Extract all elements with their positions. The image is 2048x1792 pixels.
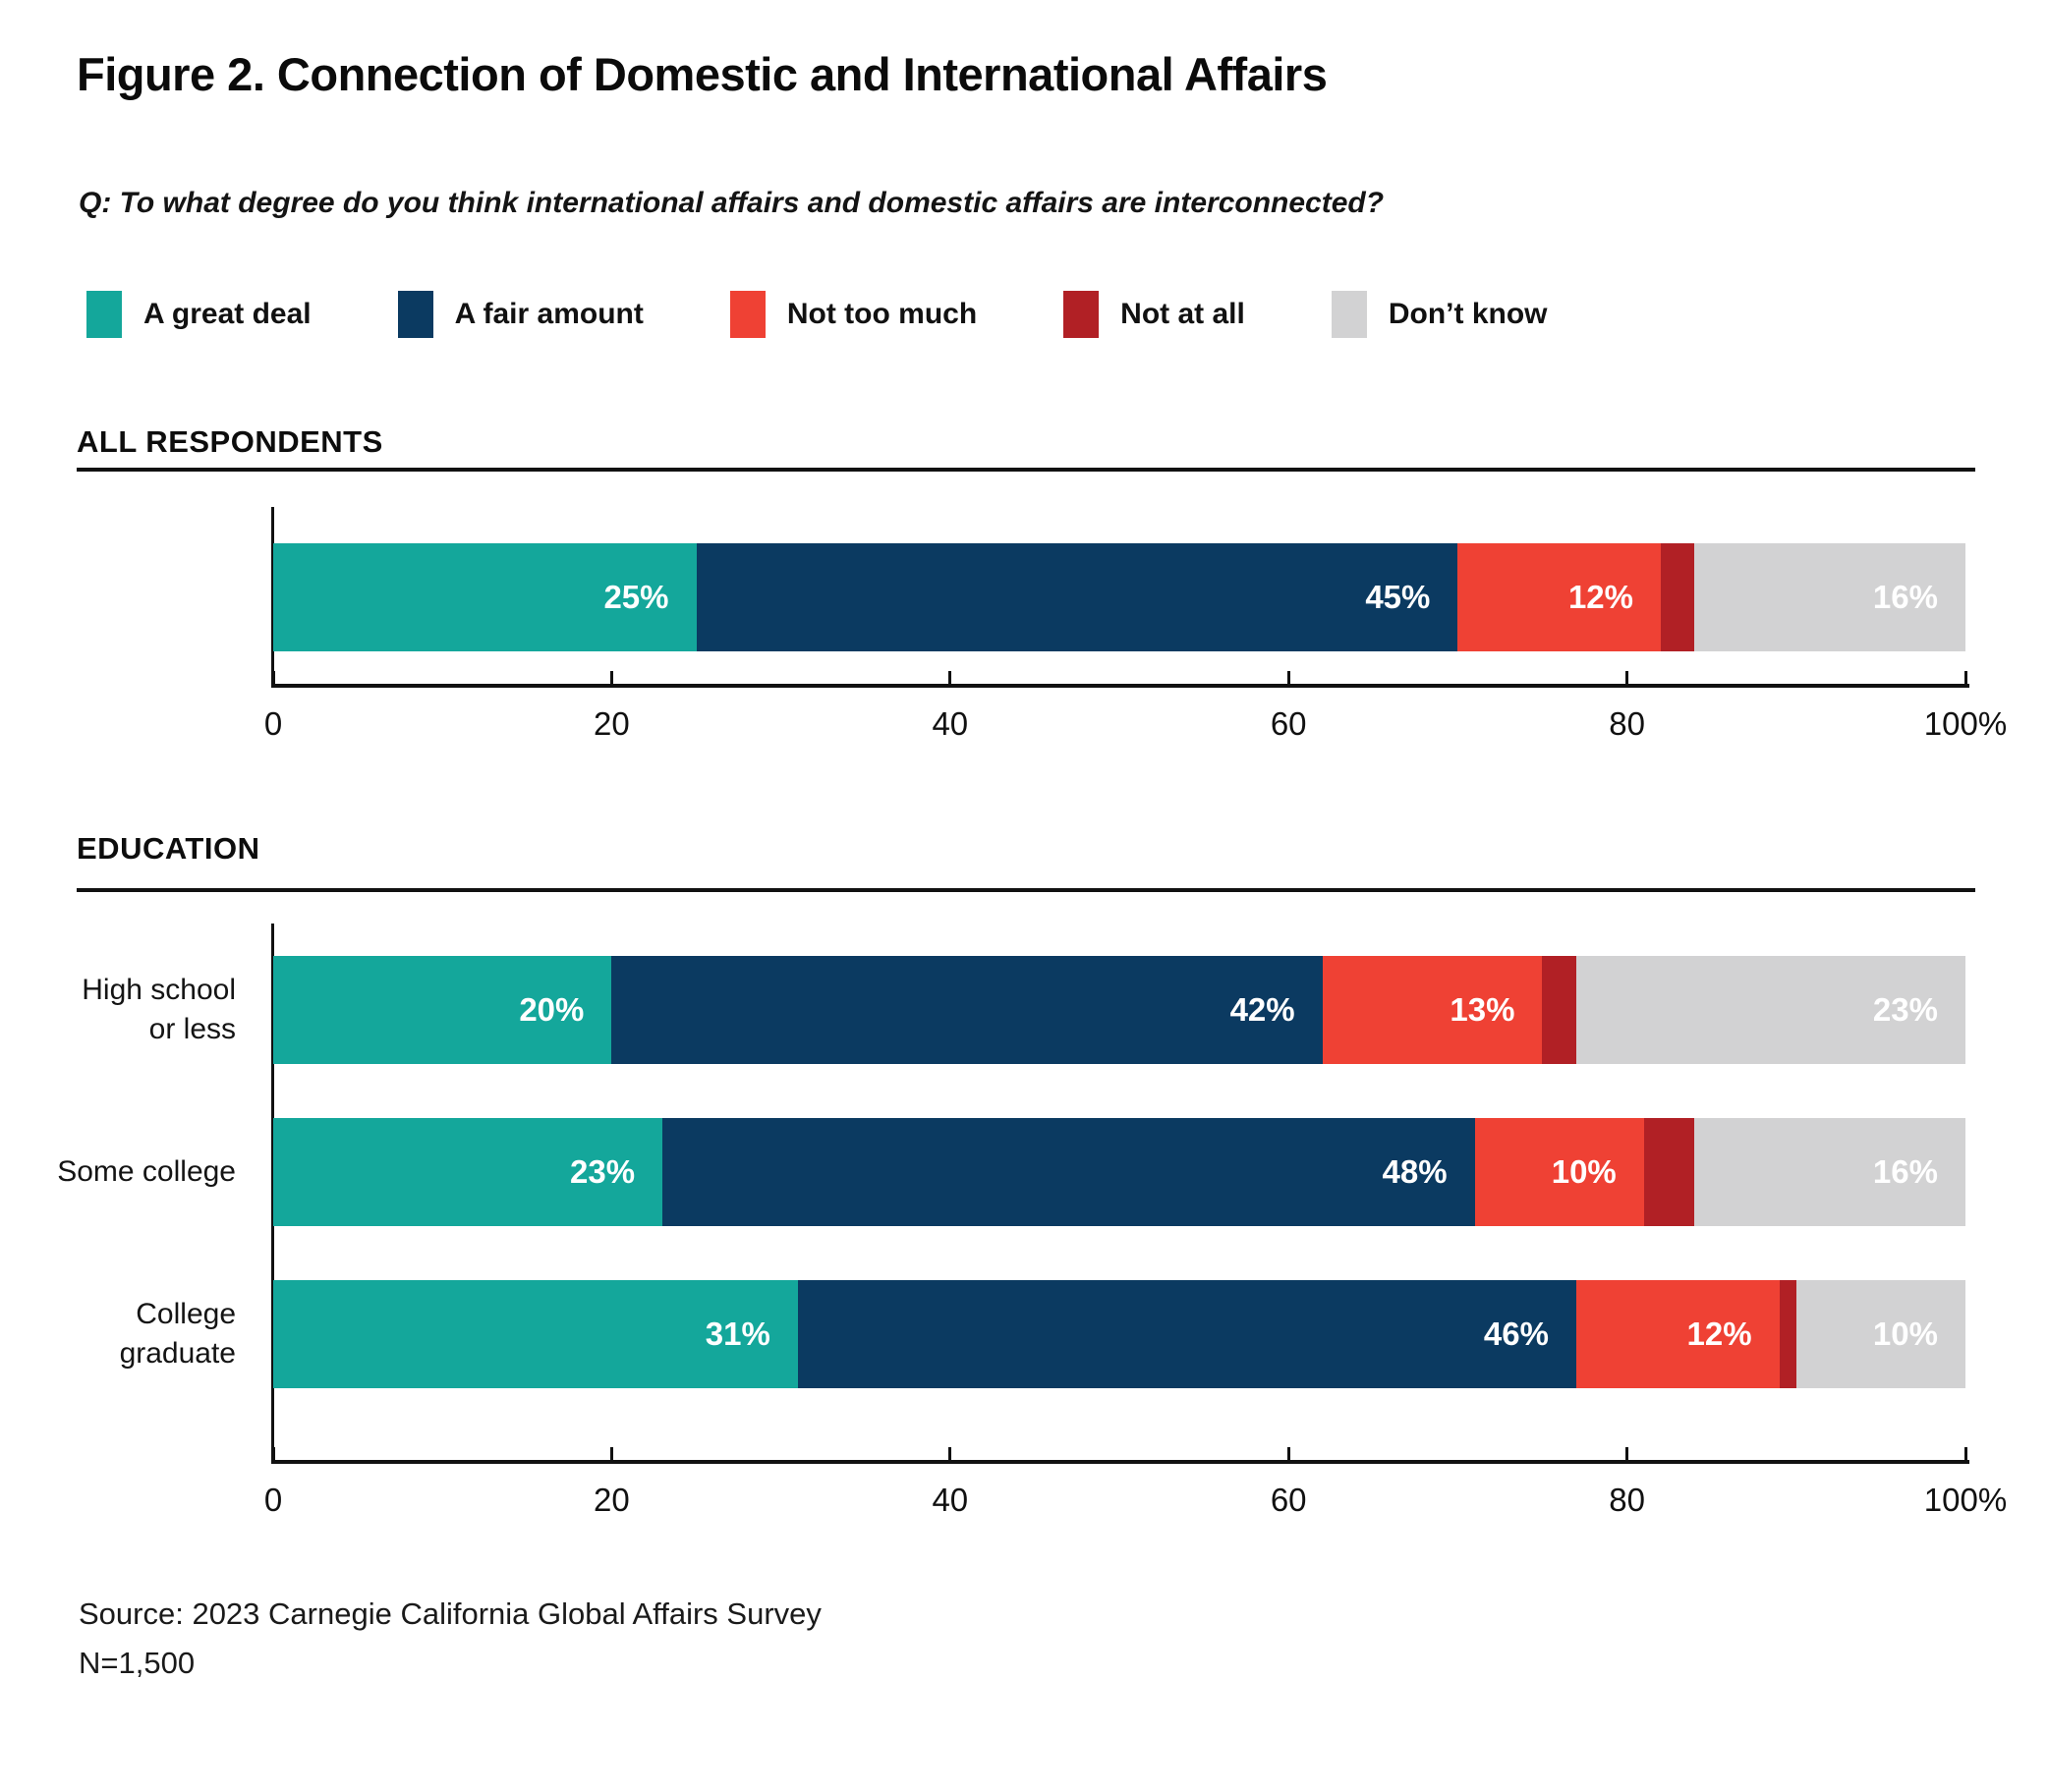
segment-label: 16% xyxy=(1872,579,1938,615)
segment-label: 12% xyxy=(1567,579,1634,615)
axis-tick xyxy=(271,1447,275,1460)
legend-swatch xyxy=(86,291,122,338)
bar-segment: 46% xyxy=(797,1280,1576,1388)
legend-swatch xyxy=(397,291,433,338)
segment-label: 20% xyxy=(519,991,585,1028)
segment-label: 23% xyxy=(569,1153,636,1190)
section-rule xyxy=(77,468,1975,472)
bar-segment: 42% xyxy=(611,956,1323,1064)
segment-label: 42% xyxy=(1229,991,1295,1028)
axis-tick-label: 0 xyxy=(263,705,283,742)
bar-row: 20% 42% 13% 23% xyxy=(273,956,1965,1064)
row-label: Some college xyxy=(57,1155,236,1189)
axis-tick xyxy=(1625,1447,1629,1460)
bar-segment: 23% xyxy=(1575,956,1965,1064)
y-axis-line xyxy=(271,924,274,1460)
segment-label: 10% xyxy=(1872,1316,1938,1352)
y-axis-line xyxy=(271,507,274,684)
bar-segment: 16% xyxy=(1694,1118,1965,1226)
axis-tick-label: 0 xyxy=(263,1482,283,1518)
axis-tick xyxy=(609,671,613,684)
segment-label: 25% xyxy=(603,579,669,615)
legend-item: A fair amount xyxy=(397,291,644,338)
section-header: EDUCATION xyxy=(77,831,260,866)
bar-segment xyxy=(1661,543,1695,651)
x-axis-line xyxy=(271,684,1969,688)
axis-tick xyxy=(1963,1447,1967,1460)
segment-label: 45% xyxy=(1365,579,1431,615)
axis-tick xyxy=(1286,1447,1290,1460)
axis-tick xyxy=(948,1447,952,1460)
row-label: High school or less xyxy=(82,974,236,1045)
figure-title: Figure 2. Connection of Domestic and Int… xyxy=(77,48,1328,100)
section-header: ALL RESPONDENTS xyxy=(77,424,383,459)
axis-tick-label: 40 xyxy=(932,1482,969,1518)
bar-segment: 10% xyxy=(1795,1280,1965,1388)
legend-swatch xyxy=(1331,291,1367,338)
legend-label: Not at all xyxy=(1120,298,1245,330)
bar-row: 25% 45% 12% 16% xyxy=(273,543,1965,651)
bar-segment xyxy=(1779,1280,1796,1388)
bar-segment: 12% xyxy=(1457,543,1662,651)
bar-segment: 13% xyxy=(1322,956,1543,1064)
bar-segment xyxy=(1542,956,1576,1064)
axis-tick-label: 60 xyxy=(1270,1482,1307,1518)
bar-segment: 45% xyxy=(696,543,1458,651)
bar-segment: 20% xyxy=(273,956,612,1064)
segment-label: 13% xyxy=(1450,991,1515,1028)
legend-label: A fair amount xyxy=(454,298,644,330)
axis-tick-label: 60 xyxy=(1270,705,1307,742)
axis-tick-label: 100% xyxy=(1923,705,2008,742)
axis-tick xyxy=(1963,671,1967,684)
axis-tick xyxy=(1286,671,1290,684)
sample-size: N=1,500 xyxy=(79,1646,196,1681)
segment-label: 12% xyxy=(1686,1316,1752,1352)
legend-label: Not too much xyxy=(786,298,978,330)
segment-label: 46% xyxy=(1483,1316,1549,1352)
bar-segment: 23% xyxy=(273,1118,663,1226)
axis-tick-label: 100% xyxy=(1923,1482,2008,1518)
segment-label: 48% xyxy=(1382,1153,1448,1190)
bar-segment: 16% xyxy=(1694,543,1965,651)
axis-tick xyxy=(948,671,952,684)
axis-tick-label: 80 xyxy=(1609,705,1645,742)
segment-label: 23% xyxy=(1872,991,1938,1028)
legend-item: Don’t know xyxy=(1331,291,1548,338)
legend-swatch xyxy=(729,291,766,338)
legend-label: Don’t know xyxy=(1388,298,1548,330)
axis-tick-label: 20 xyxy=(594,705,630,742)
legend-item: Not at all xyxy=(1063,291,1245,338)
segment-label: 16% xyxy=(1872,1153,1938,1190)
bar-segment: 12% xyxy=(1575,1280,1780,1388)
section-rule xyxy=(77,888,1975,892)
survey-question: Q: To what degree do you think internati… xyxy=(79,187,1385,219)
legend-item: Not too much xyxy=(729,291,978,338)
segment-label: 31% xyxy=(705,1316,770,1352)
row-label: College graduate xyxy=(119,1298,236,1370)
bar-segment xyxy=(1643,1118,1695,1226)
legend-item: A great deal xyxy=(86,291,312,338)
axis-tick xyxy=(1625,671,1629,684)
legend: A great deal A fair amount Not too much Not… xyxy=(86,291,1548,338)
legend-label: A great deal xyxy=(143,298,312,330)
source-note: Source: 2023 Carnegie California Global … xyxy=(79,1590,822,1688)
bar-row: 23% 48% 10% 16% xyxy=(273,1118,1965,1226)
legend-swatch xyxy=(1063,291,1100,338)
axis-tick xyxy=(609,1447,613,1460)
x-axis-line xyxy=(271,1460,1969,1464)
bar-segment: 25% xyxy=(273,543,697,651)
axis-tick xyxy=(271,671,275,684)
segment-label: 10% xyxy=(1551,1153,1617,1190)
bar-row: 31% 46% 12% 10% xyxy=(273,1280,1965,1388)
axis-tick-label: 40 xyxy=(932,705,969,742)
source-line: Source: 2023 Carnegie California Global … xyxy=(79,1596,822,1631)
axis-tick-label: 20 xyxy=(594,1482,630,1518)
bar-segment: 48% xyxy=(662,1118,1475,1226)
axis-tick-label: 80 xyxy=(1609,1482,1645,1518)
bar-segment: 31% xyxy=(273,1280,798,1388)
bar-segment: 10% xyxy=(1474,1118,1644,1226)
